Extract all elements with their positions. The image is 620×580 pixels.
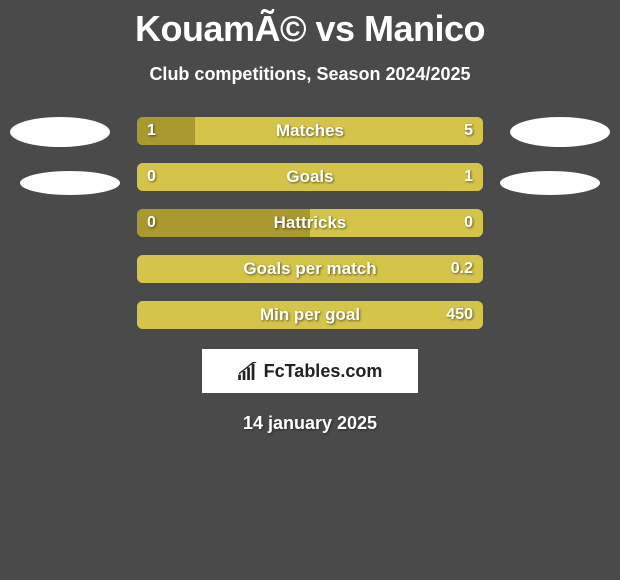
stat-bar: Matches1 5 [137, 117, 483, 145]
bar-label: Matches [137, 117, 483, 145]
subtitle: Club competitions, Season 2024/2025 [0, 64, 620, 85]
comparison-chart: Matches15Goals01Hattricks00Goals per mat… [0, 117, 620, 329]
bar-label: Hattricks [137, 209, 483, 237]
bar-value-right: 0 [464, 209, 473, 237]
bar-label: Goals [137, 163, 483, 191]
bar-value-right: 450 [446, 301, 473, 329]
player-right-marker-1 [510, 117, 610, 147]
player-left-marker-2 [20, 171, 120, 195]
bar-value-left: 1 [147, 117, 156, 145]
stat-bar: Min per goal450 [137, 301, 483, 329]
bar-value-right: 0.2 [451, 255, 473, 283]
stat-bar: Hattricks0 0 [137, 209, 483, 237]
page-title: KouamÃ© vs Manico [0, 0, 620, 50]
attribution-text: FcTables.com [264, 361, 383, 382]
bar-value-right: 1 [464, 163, 473, 191]
bar-label: Goals per match [137, 255, 483, 283]
bar-value-right: 5 [464, 117, 473, 145]
bars-container: Matches15Goals01Hattricks00Goals per mat… [137, 117, 483, 329]
player-right-marker-2 [500, 171, 600, 195]
date-label: 14 january 2025 [0, 413, 620, 434]
stat-bar: Goals per match0.2 [137, 255, 483, 283]
attribution-logo: FcTables.com [202, 349, 418, 393]
stat-bar: Goals0 1 [137, 163, 483, 191]
player-left-marker-1 [10, 117, 110, 147]
bar-value-left: 0 [147, 163, 156, 191]
fctables-icon [238, 362, 260, 380]
bar-label: Min per goal [137, 301, 483, 329]
bar-value-left: 0 [147, 209, 156, 237]
